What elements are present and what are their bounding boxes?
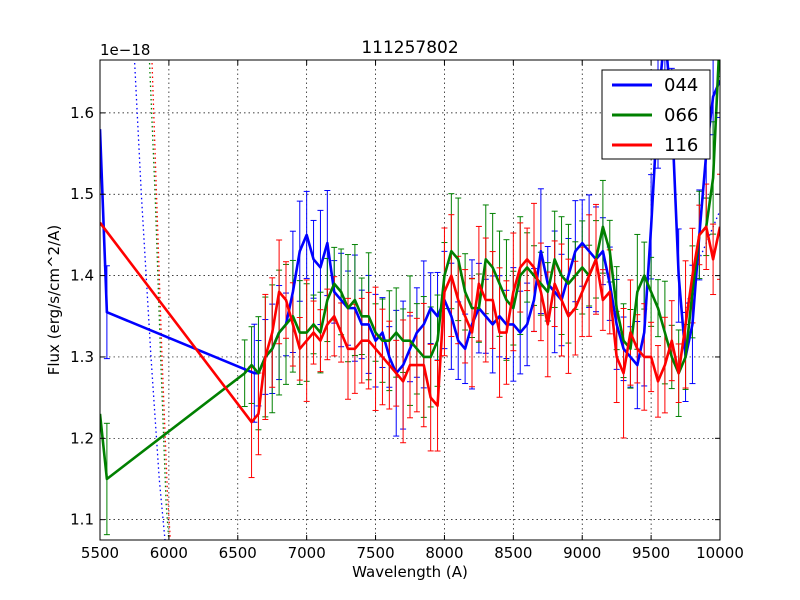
- legend: 044 066 116: [601, 69, 711, 160]
- legend-label-066: 066: [664, 105, 698, 126]
- legend-label-116: 116: [664, 135, 698, 156]
- fit-tail-curve: [148, 60, 170, 540]
- x-tick-label: 9500: [632, 544, 670, 562]
- y-tick-label: 1.2: [70, 429, 94, 447]
- x-tick-label: 5500: [81, 544, 119, 562]
- x-tick-label: 7000: [288, 544, 326, 562]
- fit-tail-curve: [151, 60, 172, 540]
- chart-title: 111257802: [361, 38, 458, 58]
- series-line-116: [100, 221, 720, 424]
- legend-label-044: 044: [664, 75, 698, 96]
- y-tick-label: 1.6: [70, 104, 94, 122]
- ticks: [99, 60, 721, 540]
- x-axis-label: Wavelength (A): [352, 563, 468, 581]
- x-tick-label: 8000: [425, 544, 463, 562]
- x-tick-label: 6000: [150, 544, 188, 562]
- fit-tail-curve: [133, 60, 166, 540]
- x-tick-label: 7500: [356, 544, 394, 562]
- x-tick-label: 9000: [563, 544, 601, 562]
- plot-frame: [99, 59, 721, 541]
- x-tick-label: 6500: [219, 544, 257, 562]
- tick-labels: 5500 6000 6500 7000 7500 8000 8500 9000 9500 1000…: [70, 104, 744, 562]
- y-tick-label: 1.1: [70, 511, 94, 529]
- x-tick-label: 8500: [494, 544, 532, 562]
- y-tick-label: 1.3: [70, 348, 94, 366]
- y-tick-label: 1.5: [70, 185, 94, 203]
- x-tick-label: 10000: [696, 544, 744, 562]
- y-axis-multiplier: 1e−18: [100, 41, 150, 59]
- y-axis-label: Flux (erg/s/cm^2/A): [45, 225, 63, 376]
- series-lines: [100, 60, 720, 481]
- y-tick-label: 1.4: [70, 267, 94, 285]
